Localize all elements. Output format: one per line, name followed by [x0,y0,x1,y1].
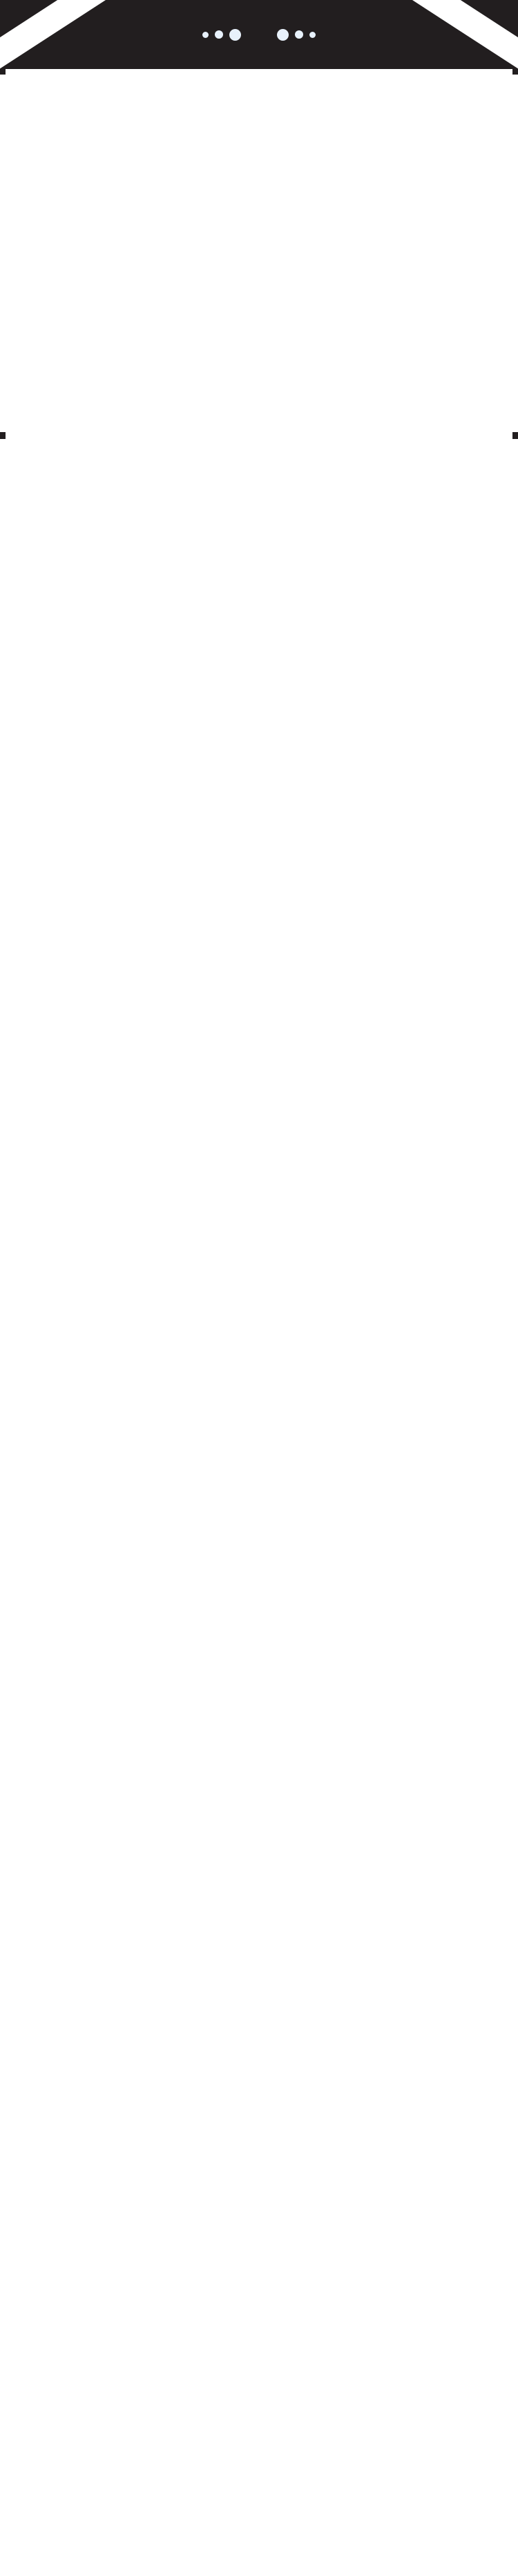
impedance-note [0,75,518,87]
ohms-chart-zone [0,87,518,432]
dot-icon [295,30,303,39]
dot-icon [277,28,289,41]
spec-section-1 [0,69,518,75]
impedance-section [0,75,518,432]
spec-section-2 [0,432,518,439]
dot-icon [202,31,209,38]
resistance-impedance-chart [0,87,290,406]
page-header [0,0,518,69]
bottom-margin [0,439,518,489]
dots-left [202,28,241,41]
dot-icon [309,31,316,38]
diagonal-stripe-right [400,0,518,69]
dot-icon [229,28,241,41]
dots-right [277,28,316,41]
product-sheet [0,0,518,489]
diagonal-stripe-left [0,0,118,69]
dot-icon [215,30,223,39]
